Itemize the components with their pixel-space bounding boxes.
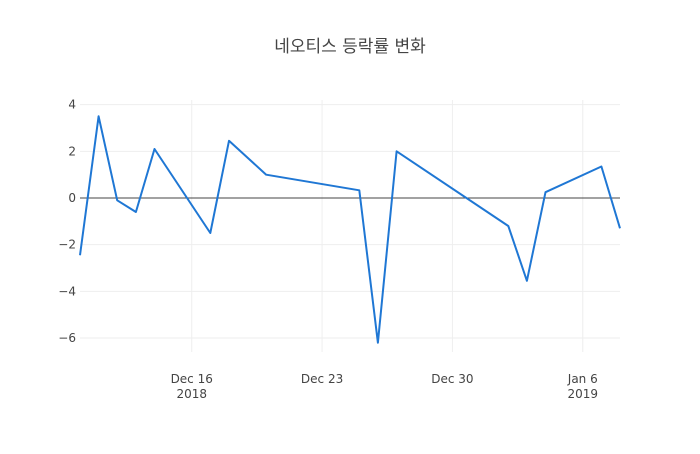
- x-tick-label: Jan 6: [567, 372, 598, 386]
- series-layer: [79, 115, 621, 344]
- series-line: [79, 115, 621, 344]
- x-tick-label: Dec 30: [431, 372, 473, 386]
- y-tick-label: −6: [58, 331, 76, 345]
- y-tick-label: −4: [58, 284, 76, 298]
- grid-layer: [80, 100, 620, 352]
- x-tick-label: Dec 23: [301, 372, 343, 386]
- y-tick-label: 2: [68, 144, 76, 158]
- x-tick-sublabel: 2018: [176, 387, 207, 401]
- x-tick-sublabel: 2019: [567, 387, 598, 401]
- y-tick-label: −2: [58, 238, 76, 252]
- chart-title: 네오티스 등락률 변화: [274, 37, 426, 57]
- y-tick-label: 0: [68, 191, 76, 205]
- x-tick-label: Dec 16: [171, 372, 213, 386]
- y-tick-label: 4: [68, 98, 76, 112]
